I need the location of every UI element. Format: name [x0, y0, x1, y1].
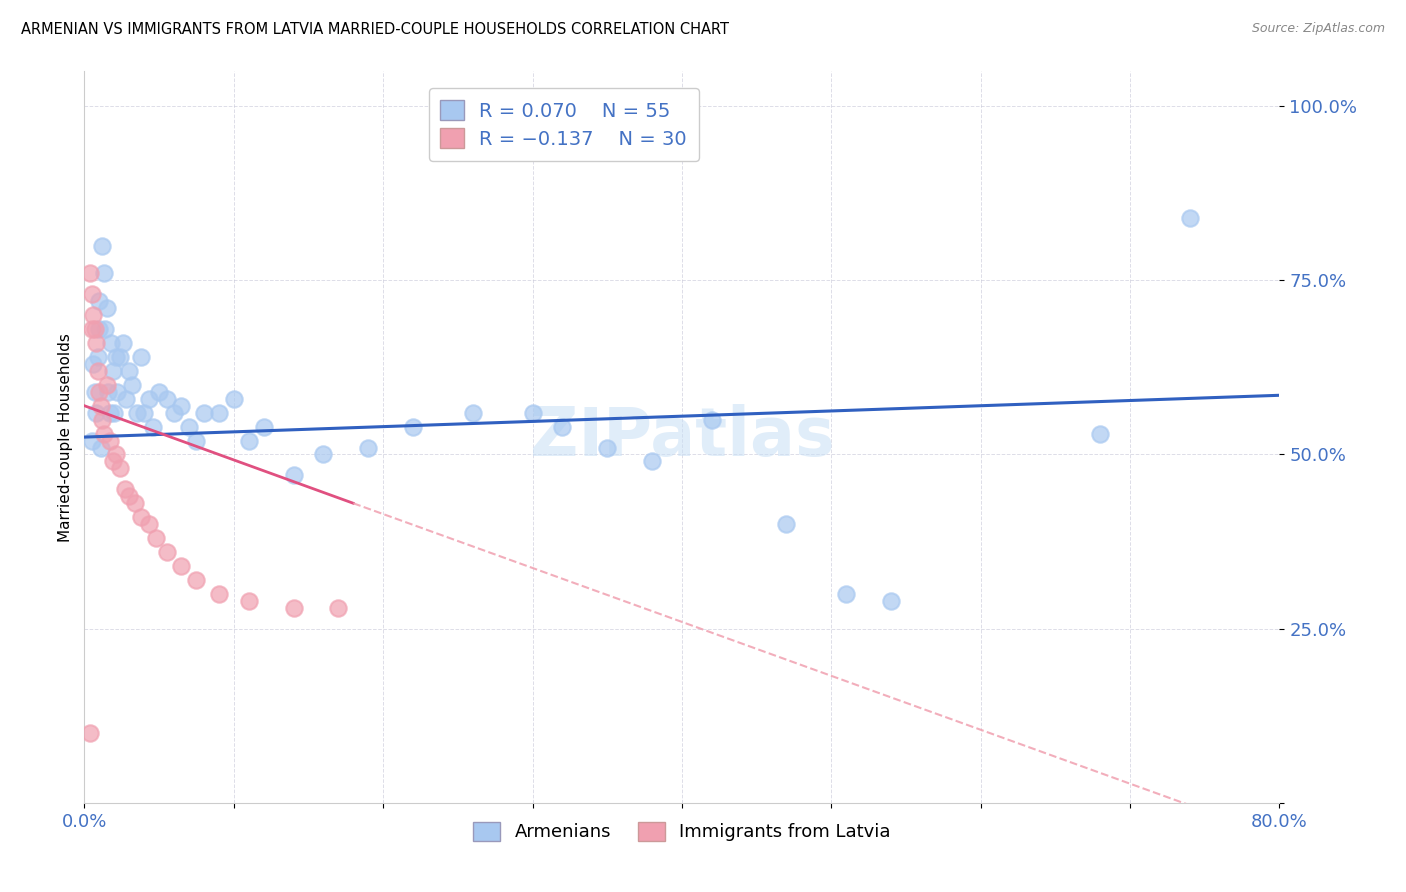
Armenians [132, 406, 156, 420]
Immigrants from Latvia [86, 336, 108, 351]
Armenians [93, 266, 115, 280]
Armenians [105, 384, 128, 399]
Armenians [148, 384, 170, 399]
Armenians [98, 406, 121, 420]
Armenians [80, 434, 103, 448]
Armenians [835, 587, 858, 601]
Y-axis label: Married-couple Households: Married-couple Households [58, 333, 73, 541]
Armenians [155, 392, 177, 406]
Armenians [1090, 426, 1112, 441]
Armenians [90, 441, 112, 455]
Armenians [193, 406, 215, 420]
Immigrants from Latvia [138, 517, 160, 532]
Immigrants from Latvia [93, 426, 115, 441]
Armenians [596, 441, 619, 455]
Armenians [115, 392, 138, 406]
Immigrants from Latvia [118, 489, 141, 503]
Immigrants from Latvia [155, 545, 177, 559]
Armenians [186, 434, 208, 448]
Armenians [82, 357, 104, 371]
Armenians [94, 322, 117, 336]
Immigrants from Latvia [101, 454, 124, 468]
Text: Source: ZipAtlas.com: Source: ZipAtlas.com [1251, 22, 1385, 36]
Armenians [177, 419, 200, 434]
Armenians [129, 350, 152, 364]
Immigrants from Latvia [238, 594, 260, 608]
Immigrants from Latvia [170, 558, 193, 573]
Immigrants from Latvia [110, 461, 132, 475]
Armenians [110, 350, 132, 364]
Text: ARMENIAN VS IMMIGRANTS FROM LATVIA MARRIED-COUPLE HOUSEHOLDS CORRELATION CHART: ARMENIAN VS IMMIGRANTS FROM LATVIA MARRI… [21, 22, 730, 37]
Armenians [86, 406, 108, 420]
Armenians [83, 384, 105, 399]
Armenians [163, 406, 186, 420]
Immigrants from Latvia [79, 266, 101, 280]
Armenians [170, 399, 193, 413]
Armenians [89, 294, 111, 309]
Immigrants from Latvia [328, 600, 350, 615]
Armenians [402, 419, 425, 434]
Armenians [283, 468, 305, 483]
Legend: Armenians, Immigrants from Latvia: Armenians, Immigrants from Latvia [465, 814, 898, 848]
Armenians [104, 350, 127, 364]
Armenians [125, 406, 148, 420]
Immigrants from Latvia [82, 308, 104, 322]
Armenians [1178, 211, 1201, 225]
Armenians [222, 392, 245, 406]
Immigrants from Latvia [114, 483, 136, 497]
Armenians [208, 406, 231, 420]
Armenians [238, 434, 260, 448]
Armenians [96, 301, 118, 316]
Immigrants from Latvia [79, 726, 101, 740]
Armenians [357, 441, 380, 455]
Armenians [103, 406, 125, 420]
Armenians [522, 406, 544, 420]
Armenians [461, 406, 484, 420]
Immigrants from Latvia [104, 448, 127, 462]
Text: ZIPatlas: ZIPatlas [530, 404, 834, 470]
Immigrants from Latvia [90, 399, 112, 413]
Immigrants from Latvia [145, 531, 167, 545]
Armenians [89, 322, 111, 336]
Armenians [312, 448, 335, 462]
Armenians [551, 419, 574, 434]
Armenians [100, 336, 122, 351]
Armenians [880, 594, 903, 608]
Armenians [97, 384, 120, 399]
Immigrants from Latvia [98, 434, 121, 448]
Armenians [253, 419, 276, 434]
Immigrants from Latvia [80, 287, 103, 301]
Armenians [118, 364, 141, 378]
Armenians [138, 392, 160, 406]
Armenians [91, 238, 114, 252]
Immigrants from Latvia [186, 573, 208, 587]
Immigrants from Latvia [129, 510, 152, 524]
Armenians [112, 336, 135, 351]
Armenians [775, 517, 797, 532]
Immigrants from Latvia [83, 322, 105, 336]
Armenians [87, 350, 110, 364]
Armenians [142, 419, 165, 434]
Immigrants from Latvia [80, 322, 103, 336]
Immigrants from Latvia [89, 384, 111, 399]
Armenians [700, 412, 723, 426]
Armenians [641, 454, 664, 468]
Immigrants from Latvia [91, 412, 114, 426]
Immigrants from Latvia [283, 600, 305, 615]
Immigrants from Latvia [96, 377, 118, 392]
Immigrants from Latvia [124, 496, 146, 510]
Armenians [121, 377, 143, 392]
Armenians [101, 364, 124, 378]
Immigrants from Latvia [87, 364, 110, 378]
Immigrants from Latvia [208, 587, 231, 601]
